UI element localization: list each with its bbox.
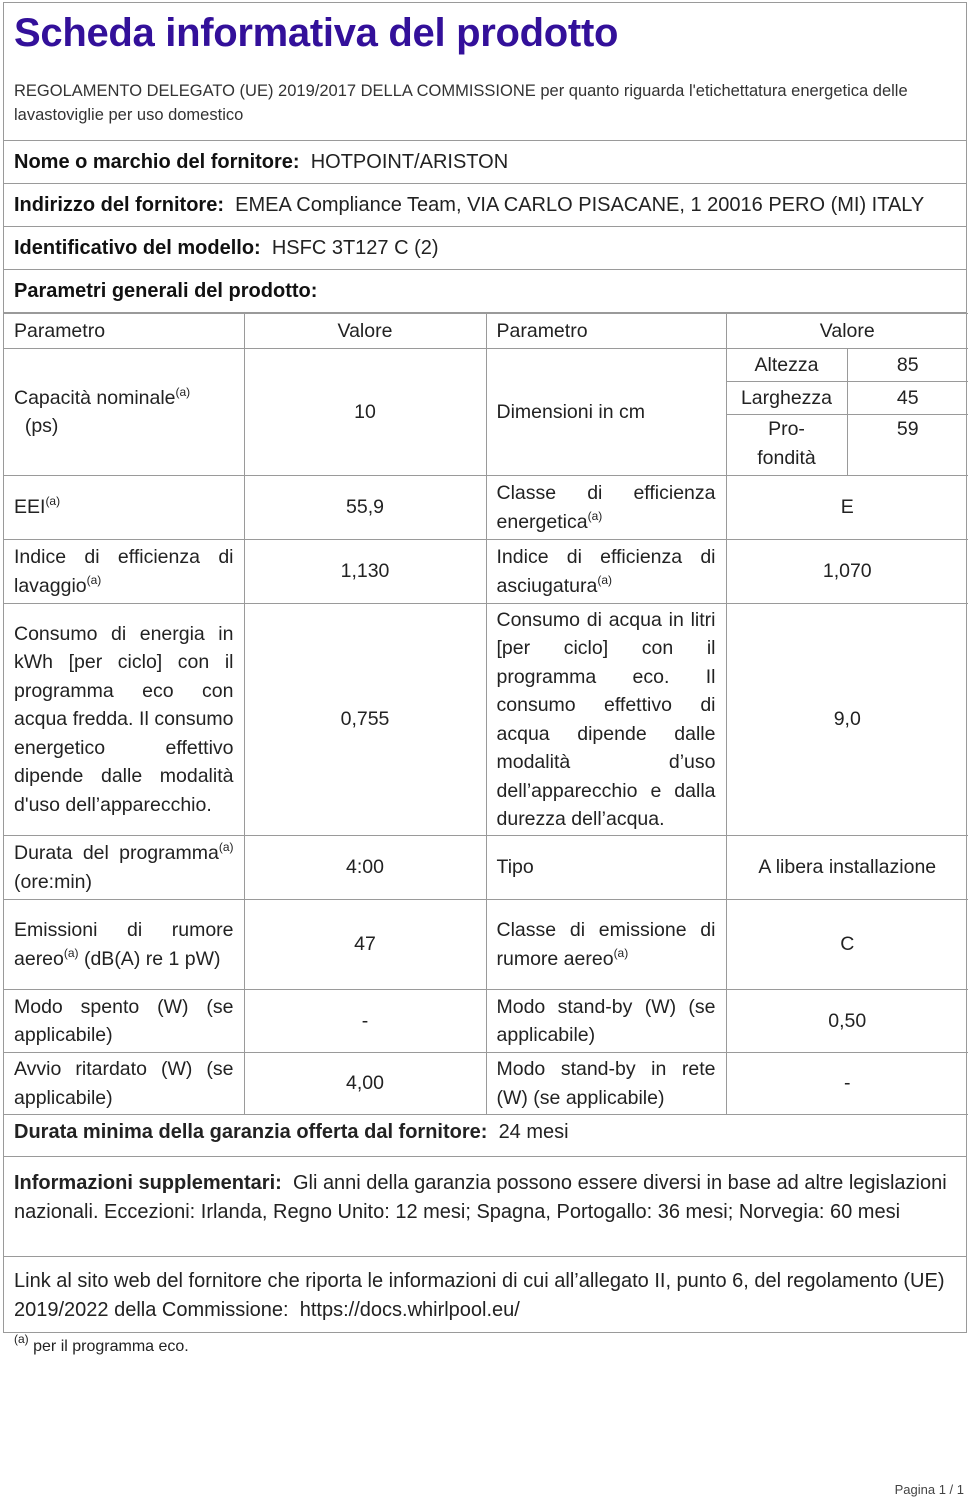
value-duration: 4:00 [243,835,487,900]
model-id-row: Identificativo del modello: HSFC 3T127 C… [4,227,966,270]
header-param-2: Parametro [485,313,727,349]
product-sheet: Scheda informativa del prodotto REGOLAME… [3,2,969,1333]
param-water-consumption: Consumo di acqua in litri [per ciclo] co… [485,603,727,836]
supplier-name-value: HOTPOINT/ARISTON [310,151,509,173]
param-noise: Emissioni di rumore aereo(a) (dB(A) re 1… [4,899,245,990]
table-row: Larghezza 45 [4,381,969,415]
param-noise-class: Classe di emissione di rumore aereo(a) [485,899,727,990]
param-energy-class: Classe di efficienza energetica(a) [485,475,727,540]
value-water-consumption: 9,0 [725,603,969,836]
params-table: Parametro Valore Parametro Valore Capaci… [4,313,969,1115]
param-standby: Modo stand-by (W) (se applicabile) [485,989,727,1053]
table-row: Avvio ritardato (W) (se applicabile) 4,0… [4,1052,969,1115]
width-label: Larghezza [726,381,848,415]
table-row: Modo spento (W) (se applicabile) - Modo … [4,989,969,1053]
general-params-label: Parametri generali del prodotto: [14,280,318,302]
param-networked-standby: Modo stand-by in rete (W) (se applicabil… [485,1052,727,1115]
table-row: Pro-fondità 59 [4,414,969,476]
warranty-label: Durata minima della garanzia offerta dal… [14,1121,488,1143]
warranty-row: Durata minima della garanzia offerta dal… [4,1115,966,1157]
warranty-value: 24 mesi [498,1121,569,1143]
dimensions-label: Dimensioni in cm [485,348,727,476]
param-eei: EEI(a) [4,475,245,540]
supplier-address-label: Indirizzo del fornitore: [14,194,224,216]
table-row: Emissioni di rumore aereo(a) (dB(A) re 1… [4,899,969,990]
model-id-label: Identificativo del modello: [14,237,261,259]
capacity-value: 10 [243,348,487,476]
link-row: Link al sito web del fornitore che ripor… [4,1257,966,1332]
supplementary-label: Informazioni supplementari: [14,1172,282,1194]
value-dry-index: 1,070 [725,539,969,604]
value-type: A libera installazione [725,835,969,900]
value-standby: 0,50 [725,989,969,1053]
height-value: 85 [846,348,969,382]
value-wash-index: 1,130 [243,539,487,604]
table-row: Indice di efficienza di lavaggio(a) 1,13… [4,539,969,604]
value-noise-class: C [725,899,969,990]
value-eei: 55,9 [243,475,487,540]
supplier-name-label: Nome o marchio del fornitore: [14,151,300,173]
supplier-link[interactable]: https://docs.whirlpool.eu/ [299,1298,520,1321]
table-row: Consumo di energia in kWh [per ciclo] co… [4,603,969,836]
general-params-row: Parametri generali del prodotto: [4,270,966,313]
param-type: Tipo [485,835,727,900]
supplementary-value: Gli anni della garanzia possono essere d… [14,1172,947,1223]
value-noise: 47 [243,899,487,990]
supplementary-row: Informazioni supplementari: Gli anni del… [4,1157,966,1257]
param-off-mode: Modo spento (W) (se applicabile) [4,989,245,1053]
model-id-value: HSFC 3T127 C (2) [271,237,439,259]
width-value: 45 [846,381,969,415]
page-number: Pagina 1 / 1 [894,1482,964,1497]
value-networked-standby: - [725,1052,969,1115]
regulation-text: REGOLAMENTO DELEGATO (UE) 2019/2017 DELL… [14,82,908,124]
header-value-2: Valore [725,313,969,349]
capacity-label: Capacità nominale(a) (ps) [4,348,245,476]
value-energy-class: E [725,475,969,540]
header-param-1: Parametro [4,313,245,349]
depth-label: Pro-fondità [726,414,848,476]
footnote-text: per il programma eco. [33,1338,189,1355]
param-dry-index: Indice di efficienza di asciugatura(a) [485,539,727,604]
value-energy-consumption: 0,755 [243,603,487,836]
supplier-name-row: Nome o marchio del fornitore: HOTPOINT/A… [4,141,966,184]
header-value-1: Valore [243,313,487,349]
param-wash-index: Indice di efficienza di lavaggio(a) [4,539,245,604]
param-energy-consumption: Consumo di energia in kWh [per ciclo] co… [4,603,245,836]
param-delay-start: Avvio ritardato (W) (se applicabile) [4,1052,245,1115]
depth-value: 59 [846,414,969,476]
table-header-row: Parametro Valore Parametro Valore [4,313,969,349]
height-label: Altezza [725,348,848,382]
table-row: Durata del programma(a) (ore:min) 4:00 T… [4,835,969,900]
table-row: EEI(a) 55,9 Classe di efficienza energet… [4,475,969,540]
link-text: Link al sito web del fornitore che ripor… [14,1270,945,1321]
supplier-address-value: EMEA Compliance Team, VIA CARLO PISACANE… [235,194,925,216]
value-off-mode: - [243,989,487,1053]
footnote-mark: (a) [14,1332,29,1346]
page-title: Scheda informativa del prodotto [14,11,619,55]
supplier-address-row: Indirizzo del fornitore: EMEA Compliance… [4,184,966,227]
footnote: (a) per il programma eco. [14,1332,970,1359]
table-row: Capacità nominale(a) (ps) 10 Dimensioni … [4,348,969,476]
value-delay-start: 4,00 [243,1052,487,1115]
header-block: Scheda informativa del prodotto REGOLAME… [4,3,966,141]
param-duration: Durata del programma(a) (ore:min) [4,835,245,900]
